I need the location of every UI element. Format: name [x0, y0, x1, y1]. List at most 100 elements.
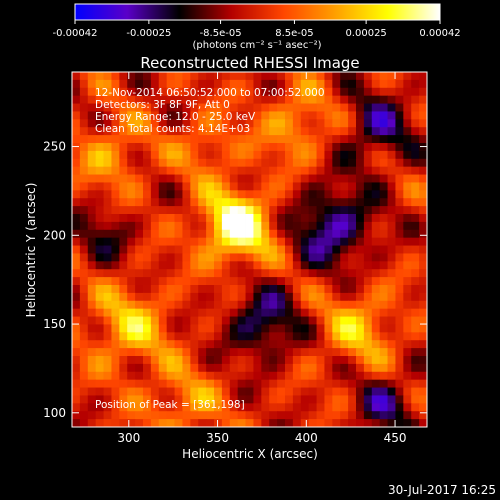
heatmap-cell [182, 174, 191, 183]
heatmap-cell [348, 214, 357, 223]
heatmap-cell [253, 403, 262, 412]
heatmap-cell [277, 363, 286, 373]
heatmap-cell [285, 411, 294, 420]
heatmap-cell [206, 411, 215, 420]
heatmap-cell [206, 395, 215, 404]
heatmap-cell [269, 356, 278, 365]
heatmap-cell [166, 269, 175, 278]
heatmap-cell [411, 166, 420, 175]
heatmap-cell [150, 182, 160, 191]
heatmap-cell [206, 332, 215, 341]
heatmap-cell [300, 166, 310, 175]
heatmap-cell [419, 269, 428, 278]
heatmap-cell [166, 221, 175, 231]
heatmap-cell [166, 419, 175, 428]
heatmap-cell [229, 379, 239, 388]
heatmap-cell [253, 72, 262, 81]
heatmap-cell [182, 411, 191, 420]
heatmap-cell [285, 119, 294, 128]
heatmap-cell [103, 379, 112, 388]
heatmap-cell [269, 419, 278, 428]
heatmap-cell [363, 190, 373, 199]
heatmap-cell [79, 190, 89, 199]
heatmap-cell [237, 95, 246, 104]
heatmap-cell [127, 127, 136, 136]
heatmap-cell [332, 387, 341, 396]
heatmap-cell [166, 245, 175, 254]
heatmap-cell [356, 150, 365, 160]
heatmap-cell [300, 158, 310, 168]
heatmap-cell [87, 316, 97, 325]
heatmap-cell [308, 143, 317, 152]
heatmap-cell [269, 182, 278, 191]
heatmap-cell [221, 277, 231, 286]
heatmap-cell [87, 387, 97, 396]
heatmap-cell [300, 371, 310, 381]
heatmap-cell [253, 356, 262, 365]
heatmap-cell [135, 324, 144, 333]
heatmap-cell [253, 229, 262, 239]
heatmap-cell [332, 379, 341, 388]
heatmap-cell [182, 143, 191, 152]
heatmap-cell [150, 300, 160, 310]
heatmap-cell [72, 411, 81, 420]
heatmap-cell [135, 237, 144, 246]
heatmap-cell [261, 150, 270, 160]
heatmap-cell [150, 150, 160, 160]
heatmap-cell [403, 269, 412, 278]
heatmap-cell [371, 79, 381, 89]
heatmap-cell [174, 214, 183, 223]
heatmap-cell [229, 127, 239, 136]
heatmap-cell [356, 87, 365, 97]
heatmap-cell [340, 182, 349, 191]
heatmap-cell [340, 150, 349, 160]
heatmap-cell [245, 363, 254, 373]
heatmap-cell [348, 119, 357, 128]
heatmap-cell [419, 340, 428, 349]
heatmap-cell [269, 127, 278, 136]
heatmap-cell [87, 174, 97, 183]
heatmap-cell [150, 403, 160, 412]
heatmap-cell [348, 277, 357, 286]
heatmap-cell [143, 111, 152, 120]
heatmap-cell [363, 300, 373, 310]
heatmap-cell [292, 324, 302, 333]
heatmap-cell [245, 253, 254, 262]
heatmap-cell [72, 135, 81, 144]
heatmap-cell [111, 174, 120, 183]
heatmap-cell [174, 292, 183, 302]
heatmap-cell [324, 395, 333, 404]
heatmap-cell [269, 363, 278, 373]
heatmap-cell [206, 245, 215, 254]
heatmap-cell [277, 190, 286, 199]
heatmap-cell [221, 269, 231, 278]
heatmap-cell [111, 316, 120, 325]
heatmap-cell [127, 300, 136, 310]
heatmap-cell [261, 411, 270, 420]
heatmap-cell [150, 135, 160, 144]
heatmap-cell [348, 221, 357, 231]
heatmap-cell [119, 387, 128, 396]
heatmap-cell [316, 340, 325, 349]
heatmap-cell [308, 150, 317, 160]
heatmap-cell [395, 190, 404, 199]
heatmap-cell [308, 182, 317, 191]
heatmap-cell [198, 87, 207, 97]
heatmap-cell [324, 182, 333, 191]
heatmap-cell [135, 363, 144, 373]
heatmap-cell [119, 229, 128, 239]
heatmap-cell [87, 190, 97, 199]
heatmap-cell [245, 395, 254, 404]
heatmap-cell [214, 103, 223, 112]
heatmap-cell [229, 182, 239, 191]
heatmap-cell [292, 316, 302, 325]
heatmap-cell [150, 356, 160, 365]
heatmap-cell [182, 403, 191, 412]
heatmap-cell [411, 221, 420, 231]
heatmap-cell [332, 348, 341, 357]
heatmap-cell [324, 324, 333, 333]
heatmap-cell [387, 253, 396, 262]
heatmap-cell [363, 103, 373, 112]
heatmap-cell [332, 119, 341, 128]
heatmap-cell [253, 379, 262, 388]
